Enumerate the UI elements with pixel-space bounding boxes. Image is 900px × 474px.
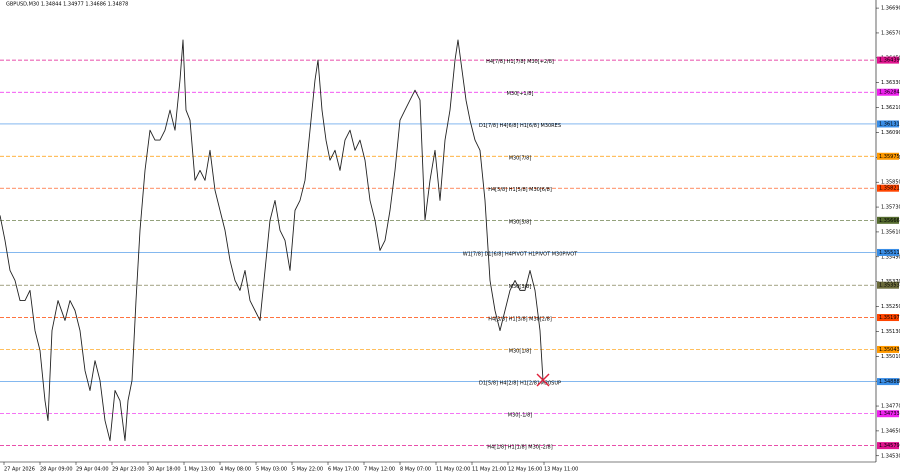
price-box-label: 1.35353 [879, 283, 900, 289]
x-tick-label: 29 Apr 23:00 [112, 467, 145, 473]
price-box [877, 410, 899, 418]
price-box [877, 88, 899, 96]
y-tick-label: 1.36090 [881, 130, 900, 136]
level-label: H4[5/8] H1[5/8] M30[6/8] [488, 187, 552, 193]
x-tick-label: 13 May 11:00 [544, 467, 578, 473]
price-box [877, 120, 899, 128]
price-box [877, 442, 899, 450]
x-tick-label: 27 Apr 2026 [4, 467, 35, 473]
x-tick-label: 28 Apr 09:00 [40, 467, 73, 473]
price-box [877, 281, 899, 289]
level-label: M30[7/8] [509, 155, 532, 161]
level-label: H4[1/8] H1[1/8] M30[-2/8] [487, 445, 552, 451]
x-tick-label: 8 May 07:00 [400, 467, 431, 473]
x-tick-label: 30 Apr 18:00 [148, 467, 181, 473]
y-tick-label: 1.36570 [881, 30, 900, 36]
y-tick-label: 1.35850 [881, 180, 900, 186]
price-box-label: 1.36284 [879, 90, 900, 96]
level-label: M30[1/8] [509, 348, 532, 354]
y-tick-label: 1.35730 [881, 205, 900, 211]
y-tick-label: 1.36330 [881, 80, 900, 86]
price-box-label: 1.35666 [879, 218, 900, 224]
current-price-marker [536, 373, 550, 387]
price-box [877, 152, 899, 160]
level-label: D1[7/8] H4[6/8] H1[6/8] M30RES [479, 123, 561, 129]
level-label: W1[7/8] D1[6/8] H4PIVOT H1PIVOT M30PIVOT [463, 251, 578, 257]
price-box [877, 345, 899, 353]
price-box [877, 184, 899, 192]
price-box [877, 248, 899, 256]
price-box [877, 56, 899, 64]
y-tick-label: 1.35490 [881, 254, 900, 260]
price-box [877, 314, 899, 322]
price-box-label: 1.35197 [879, 315, 900, 321]
price-box-label: 1.35511 [879, 250, 900, 256]
x-tick-label: 7 May 12:00 [364, 467, 395, 473]
price-box [877, 378, 899, 386]
level-label: D1[5/8] H4[2/8] H1[2/8] M30SUP [479, 381, 561, 387]
y-tick-label: 1.35010 [881, 354, 900, 360]
price-box-label: 1.36439 [879, 58, 900, 64]
level-label: M30[+1/8] [507, 91, 534, 97]
x-tick-label: 4 May 08:00 [220, 467, 251, 473]
x-tick-label: 11 May 02:00 [436, 467, 470, 473]
price-box-label: 1.34888 [879, 379, 900, 385]
x-tick-label: 11 May 21:00 [472, 467, 506, 473]
price-box-label: 1.34733 [879, 411, 900, 417]
level-label: M30[3/8] [509, 284, 532, 290]
price-box-label: 1.34579 [879, 443, 900, 449]
y-tick-label: 1.34770 [881, 404, 900, 410]
y-tick-label: 1.34530 [881, 453, 900, 459]
price-line [0, 39, 544, 442]
x-tick-label: 5 May 03:00 [256, 467, 287, 473]
price-box [877, 216, 899, 224]
level-label: M30[-1/8] [508, 413, 532, 419]
price-box-label: 1.35975 [879, 154, 900, 160]
level-label: H4[3/8] H1[3/8] M30[2/8] [488, 317, 552, 323]
price-box-label: 1.35821 [879, 186, 900, 192]
x-tick-label: 1 May 13:00 [184, 467, 215, 473]
y-tick-label: 1.34650 [881, 428, 900, 434]
level-label: M30[5/8] [509, 219, 532, 225]
y-tick-label: 1.35130 [881, 329, 900, 335]
y-tick-label: 1.36690 [881, 6, 900, 12]
x-tick-label: 5 May 22:00 [292, 467, 323, 473]
x-tick-label: 12 May 16:00 [508, 467, 542, 473]
y-tick-label: 1.35250 [881, 304, 900, 310]
level-label: H4[7/8] H1[7/8] M30[+2/8] [486, 59, 554, 65]
x-tick-label: 6 May 17:00 [328, 467, 359, 473]
price-box-label: 1.36131 [879, 121, 900, 127]
y-tick-label: 1.36210 [881, 105, 900, 111]
y-tick-label: 1.35610 [881, 229, 900, 235]
x-tick-label: 29 Apr 04:00 [76, 467, 109, 473]
marker-stroke [536, 373, 550, 387]
chart-title: GBPUSD,M30 1.34844 1.34977 1.34686 1.348… [6, 2, 128, 8]
price-box-label: 1.35043 [879, 347, 900, 353]
